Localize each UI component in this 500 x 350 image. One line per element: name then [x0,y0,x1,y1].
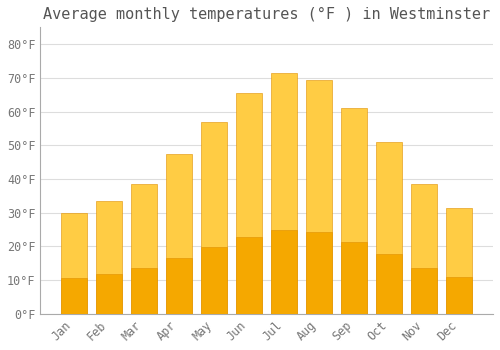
Bar [236,237,262,314]
Bar [166,154,192,314]
Bar [341,108,367,314]
Bar [341,242,367,314]
Bar [271,73,297,314]
Bar [61,213,87,314]
Bar [306,232,332,314]
Bar [376,142,402,314]
Bar [166,258,192,314]
Bar [201,247,228,314]
Bar [96,274,122,314]
Bar [96,201,122,314]
Bar [61,279,87,314]
Bar [411,184,438,314]
Bar [236,93,262,314]
Title: Average monthly temperatures (°F ) in Westminster: Average monthly temperatures (°F ) in We… [43,7,490,22]
Bar [446,208,472,314]
Bar [306,79,332,314]
Bar [271,230,297,314]
Bar [131,184,157,314]
Bar [376,254,402,314]
Bar [131,268,157,314]
Bar [201,122,228,314]
Bar [446,277,472,314]
Bar [411,268,438,314]
